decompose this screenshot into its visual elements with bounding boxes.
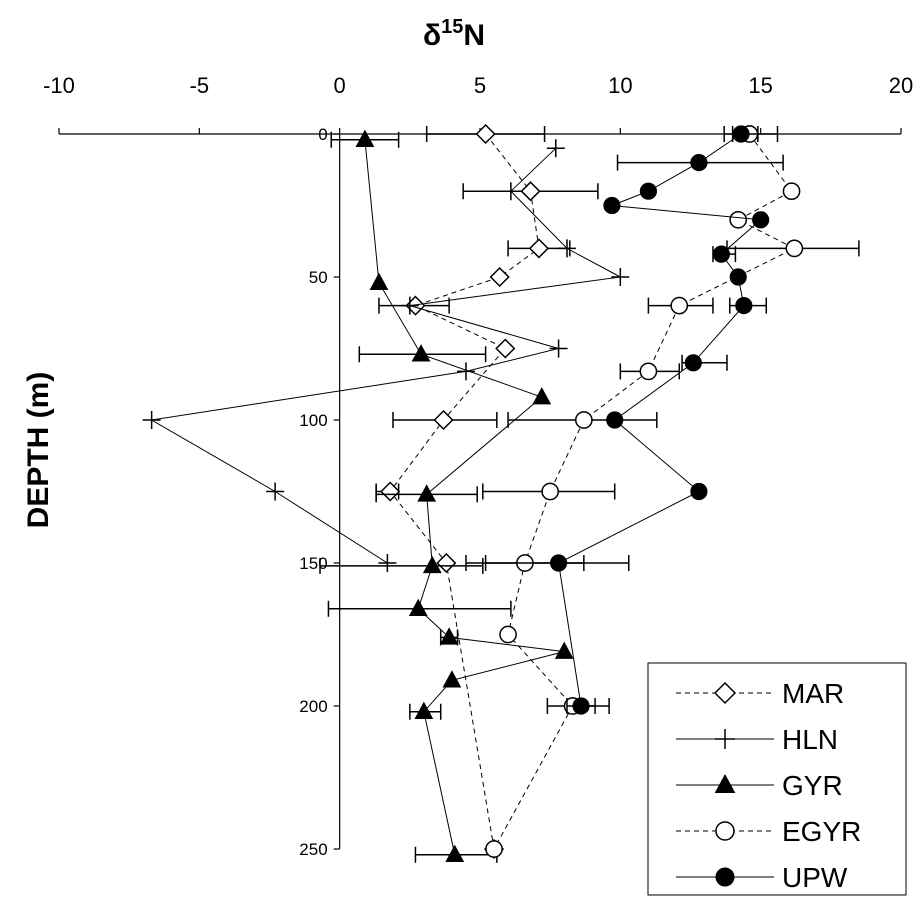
data-point <box>546 139 565 158</box>
legend-label: HLN <box>782 724 838 755</box>
series-hln <box>142 139 630 572</box>
y-tick-label: 100 <box>299 411 327 430</box>
x-tick-label: -10 <box>43 73 75 98</box>
data-point <box>558 239 577 258</box>
data-point <box>528 238 550 259</box>
series-line-mar <box>389 133 540 850</box>
data-point <box>456 362 475 381</box>
data-point <box>266 482 285 501</box>
data-point <box>670 296 689 315</box>
data-point <box>378 554 397 572</box>
data-point <box>499 625 517 644</box>
y-tick-label: 250 <box>299 840 327 859</box>
data-point <box>436 552 457 574</box>
x-axis-title-main: N <box>463 19 485 52</box>
data-point <box>495 338 516 359</box>
x-axis-title-symbol: δ <box>423 19 441 52</box>
legend-item-hln: HLN <box>676 724 838 755</box>
data-point <box>715 729 735 749</box>
data-point <box>369 272 389 290</box>
data-point <box>735 297 753 315</box>
data-point <box>554 641 574 659</box>
data-point <box>442 670 462 688</box>
data-point <box>690 482 708 501</box>
series-layer <box>142 123 860 863</box>
data-point <box>611 268 630 286</box>
series-gyr <box>319 129 574 863</box>
data-point <box>411 344 431 362</box>
data-point <box>475 123 496 145</box>
data-point <box>713 681 737 705</box>
legend-label: EGYR <box>782 816 861 847</box>
legend-item-gyr: GYR <box>676 770 843 801</box>
x-tick-label: 0 <box>334 73 346 98</box>
y-tick-label: 0 <box>318 125 327 144</box>
x-tick-label: -5 <box>190 73 210 98</box>
data-point <box>355 129 375 147</box>
x-tick-label: 20 <box>889 73 913 98</box>
legend: MAR HLN GYR EGYR UPW <box>647 662 907 896</box>
data-point <box>603 196 621 215</box>
x-tick-label: 5 <box>474 73 486 98</box>
data-point <box>782 182 801 201</box>
x-tick-label: 15 <box>748 73 772 98</box>
x-axis-title-superscript: 15 <box>441 16 463 38</box>
data-point <box>714 773 736 793</box>
data-point <box>574 411 593 429</box>
legend-label: GYR <box>782 770 843 801</box>
data-point <box>541 482 560 501</box>
legend-item-mar: MAR <box>676 678 844 709</box>
legend-label: UPW <box>782 862 848 893</box>
data-point <box>606 411 624 429</box>
data-point <box>684 354 702 372</box>
data-point <box>520 181 541 202</box>
data-point <box>489 266 510 288</box>
y-tick-label: 50 <box>309 268 328 287</box>
data-point <box>445 844 465 862</box>
data-point <box>433 409 454 431</box>
data-point <box>400 296 419 315</box>
data-point <box>439 627 459 645</box>
data-point <box>732 125 750 143</box>
x-axis-title: δ15N <box>423 16 485 52</box>
data-point <box>414 701 434 719</box>
y-tick-label: 200 <box>299 697 327 716</box>
data-point <box>408 598 428 617</box>
data-point <box>417 484 437 502</box>
error-bar <box>319 557 484 574</box>
y-tick-label: 150 <box>299 554 327 573</box>
data-point <box>142 411 161 429</box>
data-point <box>712 245 730 263</box>
data-point <box>715 867 735 887</box>
legend-label: MAR <box>782 678 844 709</box>
data-point <box>380 481 401 502</box>
data-point <box>752 211 770 229</box>
x-tick-label: 10 <box>608 73 632 98</box>
legend-box <box>647 662 907 896</box>
data-point <box>485 840 503 858</box>
data-point <box>639 182 658 200</box>
data-point <box>690 154 708 172</box>
data-point <box>549 554 568 572</box>
data-point <box>639 362 658 381</box>
series-line-egyr <box>493 133 796 850</box>
data-point <box>785 239 804 258</box>
data-point <box>532 387 552 405</box>
legend-item-egyr: EGYR <box>676 816 861 847</box>
data-point <box>715 821 735 841</box>
data-point <box>422 555 442 574</box>
data-point <box>501 182 520 201</box>
y-axis-title: DEPTH (m) <box>22 372 55 529</box>
data-point <box>549 339 568 358</box>
data-point <box>729 210 748 229</box>
series-line-hln <box>150 147 622 564</box>
series-upw <box>484 125 784 715</box>
data-point <box>729 268 747 286</box>
legend-item-upw: UPW <box>676 862 848 893</box>
data-point <box>572 697 590 715</box>
